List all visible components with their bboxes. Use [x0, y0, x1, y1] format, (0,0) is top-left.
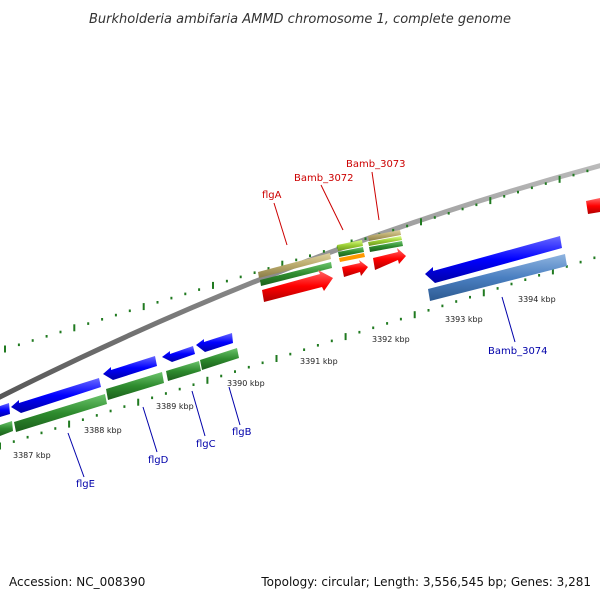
genome-summary-text: Topology: circular; Length: 3,556,545 bp…: [260, 575, 591, 589]
bamb3073-cds-arrow[interactable]: [373, 248, 406, 270]
flgc-gene-bar[interactable]: [166, 361, 201, 381]
gene-label-flgc[interactable]: flgC: [196, 439, 216, 450]
flgc-cds-arrow[interactable]: [162, 346, 195, 362]
bamb3072-feature-orange[interactable]: [339, 253, 365, 262]
edge-left-gene[interactable]: [0, 421, 13, 436]
bamb3074-rrna-bar[interactable]: [428, 254, 567, 301]
gene-label-flga[interactable]: flgA: [262, 190, 282, 201]
axis-label-3390: 3390 kbp: [227, 379, 265, 388]
flgb-cds-arrow[interactable]: [196, 333, 233, 352]
axis-label-3393: 3393 kbp: [445, 315, 483, 324]
gene-labels: flgA Bamb_3072 Bamb_3073 Bamb_3074 flgB …: [76, 159, 548, 490]
map-title: Burkholderia ambifaria AMMD chromosome 1…: [89, 12, 511, 27]
gene-label-flgd[interactable]: flgD: [148, 455, 169, 466]
bamb3073-gene-lime[interactable]: [368, 236, 402, 246]
flga-cds-arrow[interactable]: [262, 270, 333, 302]
flge-cds-arrow[interactable]: [11, 378, 101, 413]
flga-gene-bar-green[interactable]: [260, 262, 332, 286]
leader-lines: [67, 171, 516, 478]
axis-label-3389: 3389 kbp: [156, 402, 194, 411]
gene-label-flgb[interactable]: flgB: [232, 427, 252, 438]
forward-features: [258, 198, 600, 302]
bamb3073-gene-bar[interactable]: [368, 230, 401, 241]
axis-label-3392: 3392 kbp: [372, 335, 410, 344]
bamb3072-feature-green[interactable]: [338, 247, 364, 257]
reverse-features: [0, 236, 567, 436]
flgd-gene-bar[interactable]: [106, 372, 164, 400]
gene-label-flge[interactable]: flgE: [76, 479, 95, 490]
bamb3074-cds-arrow[interactable]: [425, 236, 562, 283]
bamb3072-feature-lime[interactable]: [337, 240, 363, 251]
flgb-gene-bar[interactable]: [200, 348, 239, 370]
axis-label-3391: 3391 kbp: [300, 357, 338, 366]
edge-left-cds[interactable]: [0, 403, 10, 417]
accession-text: Accession: NC_008390: [9, 575, 145, 589]
edge-cds-arrow[interactable]: [586, 198, 600, 214]
axis-label-3394: 3394 kbp: [518, 295, 556, 304]
gene-label-bamb3072[interactable]: Bamb_3072: [294, 173, 354, 184]
axis-labels: 3387 kbp 3388 kbp 3389 kbp 3390 kbp 3391…: [13, 295, 556, 460]
axis-label-3388: 3388 kbp: [84, 426, 122, 435]
axis-label-3387: 3387 kbp: [13, 451, 51, 460]
gene-label-bamb3074[interactable]: Bamb_3074: [488, 346, 548, 357]
flgd-cds-arrow[interactable]: [103, 356, 157, 380]
flga-gene-bar[interactable]: [258, 253, 331, 278]
gene-label-bamb3073[interactable]: Bamb_3073: [346, 159, 406, 170]
bamb3073-gene-green[interactable]: [369, 241, 403, 252]
flge-gene-bar[interactable]: [14, 394, 107, 432]
bamb3072-cds-arrow[interactable]: [342, 260, 368, 277]
